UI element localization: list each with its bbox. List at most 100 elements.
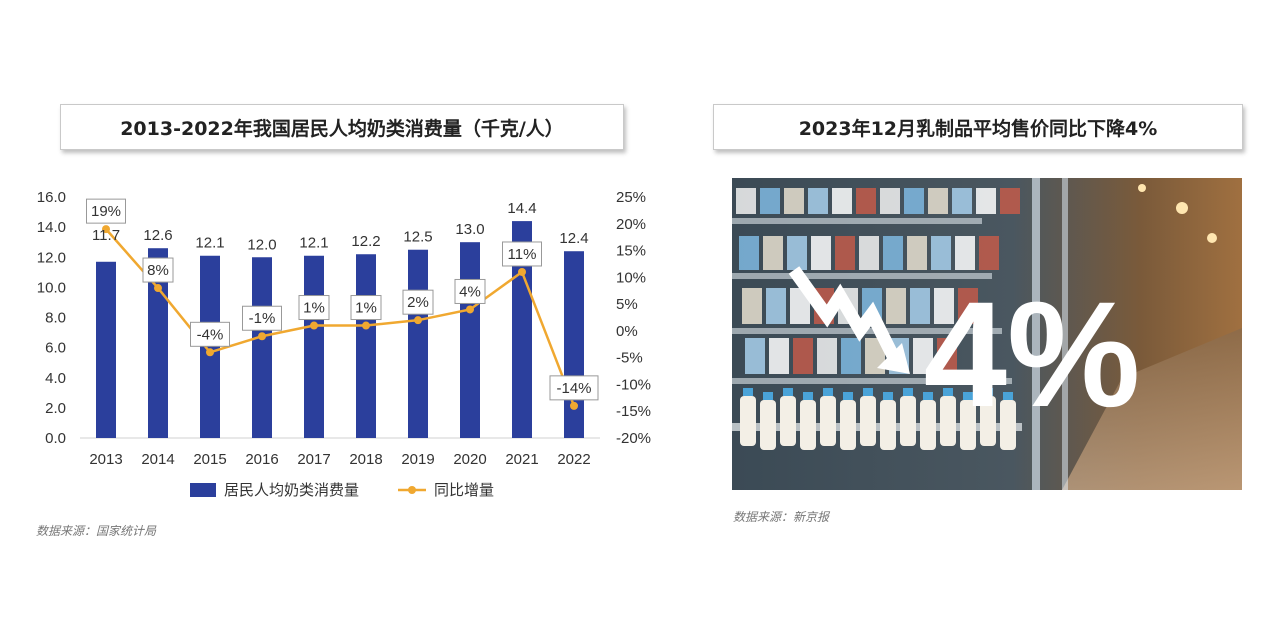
y-right-tick-label: 0% (616, 323, 638, 340)
milk-carton (763, 236, 783, 270)
milk-bottles (740, 388, 1016, 450)
legend-line-label: 同比增量 (434, 482, 494, 499)
x-tick-label: 2017 (297, 451, 330, 468)
bar (460, 242, 480, 438)
growth-point (310, 321, 318, 330)
milk-carton (955, 236, 975, 270)
bar-value-label: 13.0 (455, 221, 484, 238)
milk-bottle (820, 396, 836, 446)
milk-carton (766, 288, 786, 324)
bar (252, 257, 272, 438)
milk-carton (937, 338, 957, 374)
milk-carton (1000, 188, 1020, 214)
bottle-cap (923, 392, 933, 400)
milk-carton (811, 236, 831, 270)
growth-value-label: 1% (303, 300, 325, 317)
legend-line-marker (408, 486, 416, 494)
bar (356, 254, 376, 438)
growth-value-label: 19% (91, 203, 121, 220)
x-tick-label: 2022 (557, 451, 590, 468)
x-tick-label: 2018 (349, 451, 382, 468)
bottle-cap (843, 392, 853, 400)
bottle-cap (1003, 392, 1013, 400)
milk-carton (907, 236, 927, 270)
milk-carton (835, 236, 855, 270)
growth-line (105, 228, 576, 407)
growth-point (154, 284, 162, 293)
y-left-tick-label: 12.0 (37, 249, 66, 266)
milk-carton (883, 236, 903, 270)
growth-point (102, 225, 110, 234)
growth-point (518, 267, 526, 276)
y-left-tick-label: 6.0 (45, 340, 66, 357)
legend-bar-label: 居民人均奶类消费量 (224, 482, 359, 499)
growth-label-box (350, 295, 382, 321)
milk-carton (817, 338, 837, 374)
x-tick-label: 2019 (401, 451, 434, 468)
bar (564, 251, 584, 438)
x-tick-label: 2016 (245, 451, 278, 468)
milk-bottle (860, 396, 876, 446)
bar-value-label: 12.0 (247, 236, 276, 253)
bar-value-label: 12.6 (143, 227, 172, 244)
growth-point (258, 332, 266, 341)
milk-bottle (760, 400, 776, 450)
y-left-tick-label: 4.0 (45, 370, 66, 387)
milk-carton (886, 288, 906, 324)
x-tick-label: 2013 (89, 451, 122, 468)
bar (304, 255, 324, 438)
milk-carton (808, 188, 828, 214)
y-left-tick-label: 10.0 (37, 279, 66, 296)
milk-carton (910, 288, 930, 324)
bottle-cap (763, 392, 773, 400)
milk-bottle (840, 400, 856, 450)
bar-value-label: 14.4 (507, 200, 536, 217)
milk-carton (904, 188, 924, 214)
growth-value-label: 11% (508, 246, 537, 263)
growth-point (414, 316, 422, 325)
left-chart-title: 2013-2022年我国居民人均奶类消费量（千克/人） (60, 104, 624, 150)
growth-label-box (86, 198, 126, 224)
growth-value-label: -14% (556, 380, 591, 397)
bar-value-label: 12.1 (195, 235, 224, 252)
x-tick-label: 2015 (193, 451, 226, 468)
milk-carton (742, 288, 762, 324)
milk-carton (832, 188, 852, 214)
bottle-cap (803, 392, 813, 400)
milk-carton (841, 338, 861, 374)
milk-bottle (1000, 400, 1016, 450)
milk-bottle (940, 396, 956, 446)
bottle-cap (863, 388, 873, 396)
growth-label-box (298, 295, 330, 321)
bar-value-label: 12.1 (299, 235, 328, 252)
bottle-cap (743, 388, 753, 396)
y-right-tick-label: 10% (616, 269, 646, 286)
growth-value-label: -4% (197, 326, 224, 343)
milk-carton (952, 188, 972, 214)
bar-value-label: 12.4 (559, 230, 588, 247)
left-source-note: 数据来源：国家统计局 (36, 524, 157, 538)
milk-bottle (800, 400, 816, 450)
milk-carton (913, 338, 933, 374)
milk-bottle (880, 400, 896, 450)
milk-carton (859, 236, 879, 270)
growth-point (570, 401, 578, 410)
y-right-tick-label: 15% (616, 243, 646, 260)
bar (408, 249, 428, 438)
growth-value-label: 4% (459, 283, 481, 300)
bottle-cap (823, 388, 833, 396)
right-source-note: 数据来源：新京报 (733, 510, 830, 524)
milk-bottle (780, 396, 796, 446)
bar-value-label: 12.2 (351, 233, 380, 250)
y-right-tick-label: 5% (616, 296, 638, 313)
y-right-tick-label: -5% (616, 350, 643, 367)
milk-carton (787, 236, 807, 270)
bar-value-label: 11.7 (92, 227, 120, 244)
bar (200, 255, 220, 438)
milk-carton (784, 188, 804, 214)
milk-carton (745, 338, 765, 374)
milk-carton (790, 288, 810, 324)
milk-carton (931, 236, 951, 270)
growth-label-box (502, 241, 542, 267)
growth-point (206, 348, 214, 357)
